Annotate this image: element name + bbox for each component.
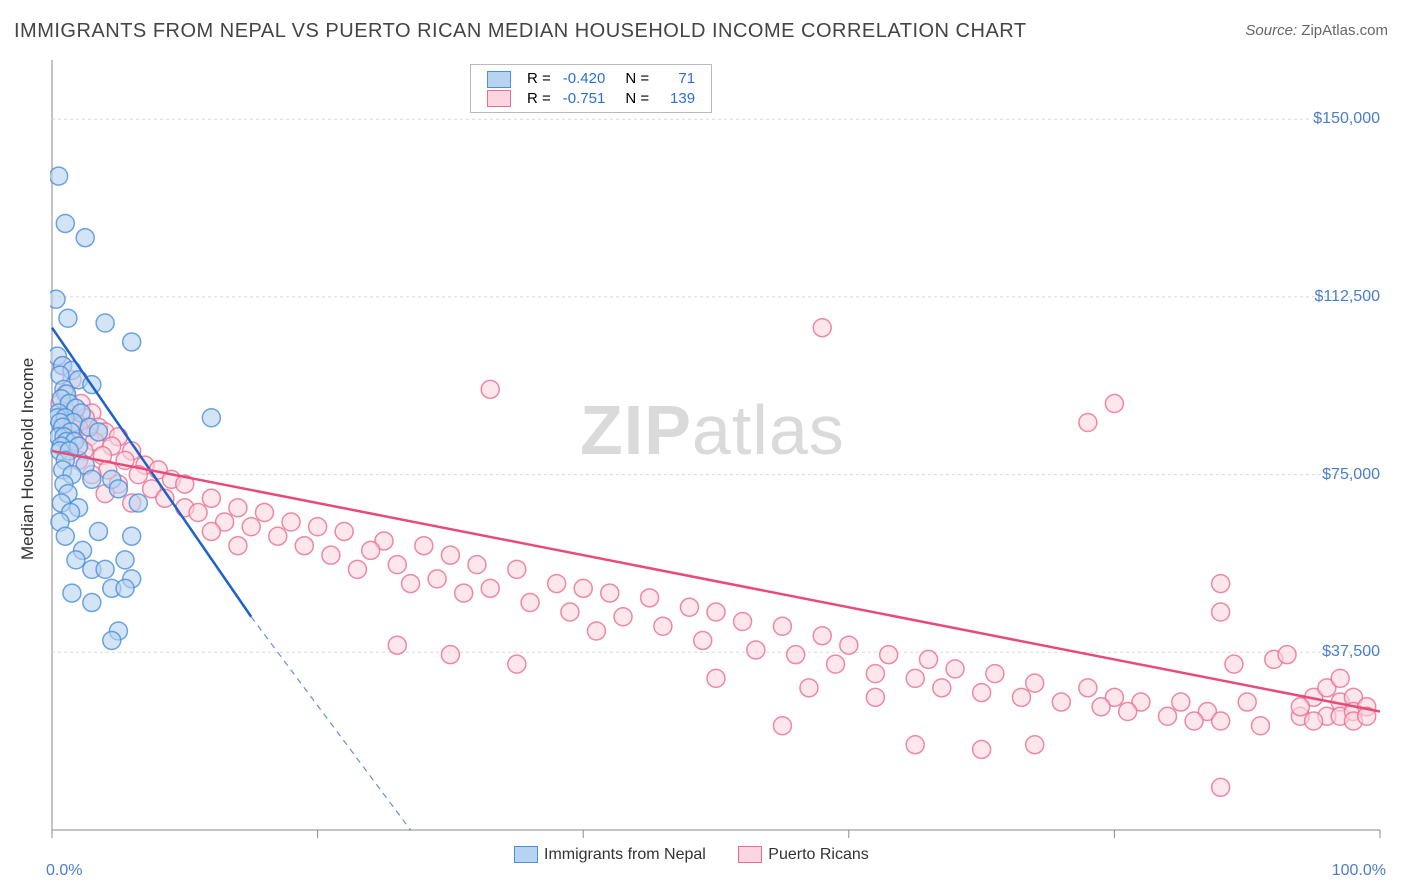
stats-legend: R = -0.420 N = 71 R = -0.751 N = 139 bbox=[470, 64, 712, 113]
r-value-pink: -0.751 bbox=[557, 89, 612, 109]
swatch-pink bbox=[738, 846, 762, 863]
n-label: N = bbox=[611, 89, 655, 109]
y-axis-label: Median Household Income bbox=[18, 358, 38, 560]
y-tick-label: $37,500 bbox=[1322, 643, 1380, 661]
chart-container: IMMIGRANTS FROM NEPAL VS PUERTO RICAN ME… bbox=[0, 0, 1406, 892]
x-tick-min: 0.0% bbox=[46, 862, 82, 880]
y-tick-label: $75,000 bbox=[1322, 466, 1380, 484]
swatch-pink bbox=[487, 90, 511, 107]
stats-row-blue: R = -0.420 N = 71 bbox=[481, 69, 701, 89]
scatter-chart bbox=[50, 58, 1390, 848]
y-tick-label: $112,500 bbox=[1314, 288, 1380, 306]
r-value-blue: -0.420 bbox=[557, 69, 612, 89]
swatch-blue bbox=[487, 71, 511, 88]
n-value-blue: 71 bbox=[655, 69, 701, 89]
legend-item-pink: Puerto Ricans bbox=[738, 846, 869, 864]
plot-area bbox=[50, 58, 1390, 848]
r-label: R = bbox=[521, 69, 557, 89]
source-label: Source: bbox=[1245, 22, 1297, 39]
stats-row-pink: R = -0.751 N = 139 bbox=[481, 89, 701, 109]
swatch-blue bbox=[514, 846, 538, 863]
r-label: R = bbox=[521, 89, 557, 109]
series-name-blue: Immigrants from Nepal bbox=[544, 846, 706, 863]
n-value-pink: 139 bbox=[655, 89, 701, 109]
x-tick-max: 100.0% bbox=[1332, 862, 1386, 880]
chart-title: IMMIGRANTS FROM NEPAL VS PUERTO RICAN ME… bbox=[14, 20, 1027, 43]
legend-item-blue: Immigrants from Nepal bbox=[514, 846, 706, 864]
source-value: ZipAtlas.com bbox=[1301, 22, 1388, 39]
series-legend: Immigrants from Nepal Puerto Ricans bbox=[500, 846, 883, 864]
y-tick-label: $150,000 bbox=[1313, 110, 1380, 128]
n-label: N = bbox=[611, 69, 655, 89]
source-attribution: Source: ZipAtlas.com bbox=[1245, 22, 1388, 39]
series-name-pink: Puerto Ricans bbox=[768, 846, 869, 863]
